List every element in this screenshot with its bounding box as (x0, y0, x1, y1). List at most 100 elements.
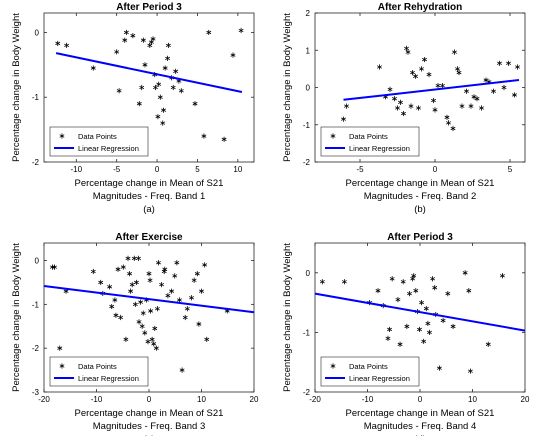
x-tick-label: -10 (91, 395, 103, 404)
data-point (149, 336, 155, 343)
data-point (151, 341, 157, 347)
data-point (138, 299, 144, 305)
y-tick-label: 0 (306, 269, 311, 278)
legend: Data Points Linear Regression (320, 356, 420, 387)
data-point (90, 65, 96, 71)
data-point (140, 37, 146, 43)
data-point (133, 279, 139, 286)
data-point (182, 314, 188, 321)
data-point (165, 42, 171, 48)
y-tick-label: -1 (303, 121, 311, 130)
data-point (445, 291, 451, 297)
data-point (450, 125, 456, 132)
data-point (471, 94, 477, 100)
data-point (468, 103, 474, 109)
y-tick-label: -2 (303, 388, 311, 397)
data-point (49, 264, 55, 270)
data-point (176, 297, 182, 303)
data-point (204, 336, 210, 343)
data-point (435, 83, 441, 89)
data-point (127, 271, 133, 277)
legend-marker-asterisk (330, 133, 336, 139)
data-point (387, 86, 393, 92)
data-point (405, 49, 411, 55)
chart-title: After Period 3 (387, 232, 453, 243)
y-tick-label: -2 (32, 344, 40, 353)
data-point (115, 266, 121, 272)
data-point (413, 288, 419, 294)
chart-title: After Period 3 (116, 2, 182, 13)
data-point (159, 282, 165, 288)
data-point (417, 326, 422, 333)
data-point (142, 62, 148, 68)
data-point (123, 29, 129, 36)
data-point (146, 271, 152, 277)
x-tick-label: 10 (233, 165, 242, 174)
data-point (156, 81, 162, 87)
data-point (497, 60, 502, 66)
data-point (201, 133, 207, 139)
legend-box (49, 126, 149, 157)
data-point (174, 260, 180, 266)
y-tick-label: -1 (303, 328, 311, 337)
data-point (432, 285, 438, 291)
data-point (455, 66, 460, 72)
data-point (385, 335, 391, 341)
data-point (404, 323, 410, 330)
data-point (401, 110, 406, 117)
legend: Data Points Linear Regression (49, 126, 149, 157)
regression-line (55, 52, 243, 94)
subfigure-caption: (c) (143, 434, 154, 436)
data-point (416, 105, 421, 111)
data-point (179, 367, 185, 373)
data-point (411, 273, 417, 279)
x-axis-label-line2: Magnitudes - Freq. Band 1 (93, 191, 205, 202)
x-axis-label: Percentage change in Mean of S21 (75, 408, 224, 419)
data-point (114, 49, 120, 55)
data-point (196, 321, 202, 327)
legend-label-data-points: Data Points (78, 132, 117, 141)
x-axis-label-line2: Magnitudes - Freq. Band 3 (93, 421, 205, 432)
data-point (189, 295, 194, 301)
data-point (444, 114, 450, 120)
y-axis-label: Percentage change in Body Weight (282, 243, 293, 392)
data-point (419, 66, 424, 72)
data-point (161, 268, 167, 275)
legend: Data Points Linear Regression (49, 356, 149, 387)
data-point (109, 303, 115, 310)
data-point (122, 37, 128, 43)
x-tick-label: 20 (250, 395, 259, 404)
data-point (129, 282, 135, 288)
data-point (462, 270, 468, 276)
legend-label-regression: Linear Regression (349, 374, 410, 383)
data-point (404, 45, 409, 51)
x-tick-label: 0 (433, 165, 438, 174)
data-point (120, 264, 126, 270)
data-point (148, 308, 154, 314)
legend-box (49, 356, 149, 387)
x-tick-label: 5 (195, 165, 200, 174)
data-point (467, 368, 473, 374)
data-point (128, 288, 134, 294)
data-point (397, 341, 403, 347)
data-point (422, 56, 427, 63)
data-point (153, 345, 159, 351)
x-tick-label: -10 (362, 395, 374, 404)
y-tick-label: -2 (303, 158, 311, 167)
data-point (131, 255, 137, 261)
chart-title: After Exercise (115, 232, 183, 243)
data-point (184, 306, 190, 312)
data-point (157, 94, 163, 100)
data-point (446, 120, 451, 126)
subfigure-caption: (d) (414, 434, 426, 436)
legend-label-regression: Linear Regression (349, 144, 410, 153)
x-tick-label: 0 (155, 165, 160, 174)
data-point (459, 103, 465, 109)
x-tick-label: -20 (38, 395, 50, 404)
data-point (153, 84, 158, 91)
data-point (140, 310, 146, 316)
legend: Data Points Linear Regression (320, 126, 420, 157)
data-point (132, 301, 138, 307)
